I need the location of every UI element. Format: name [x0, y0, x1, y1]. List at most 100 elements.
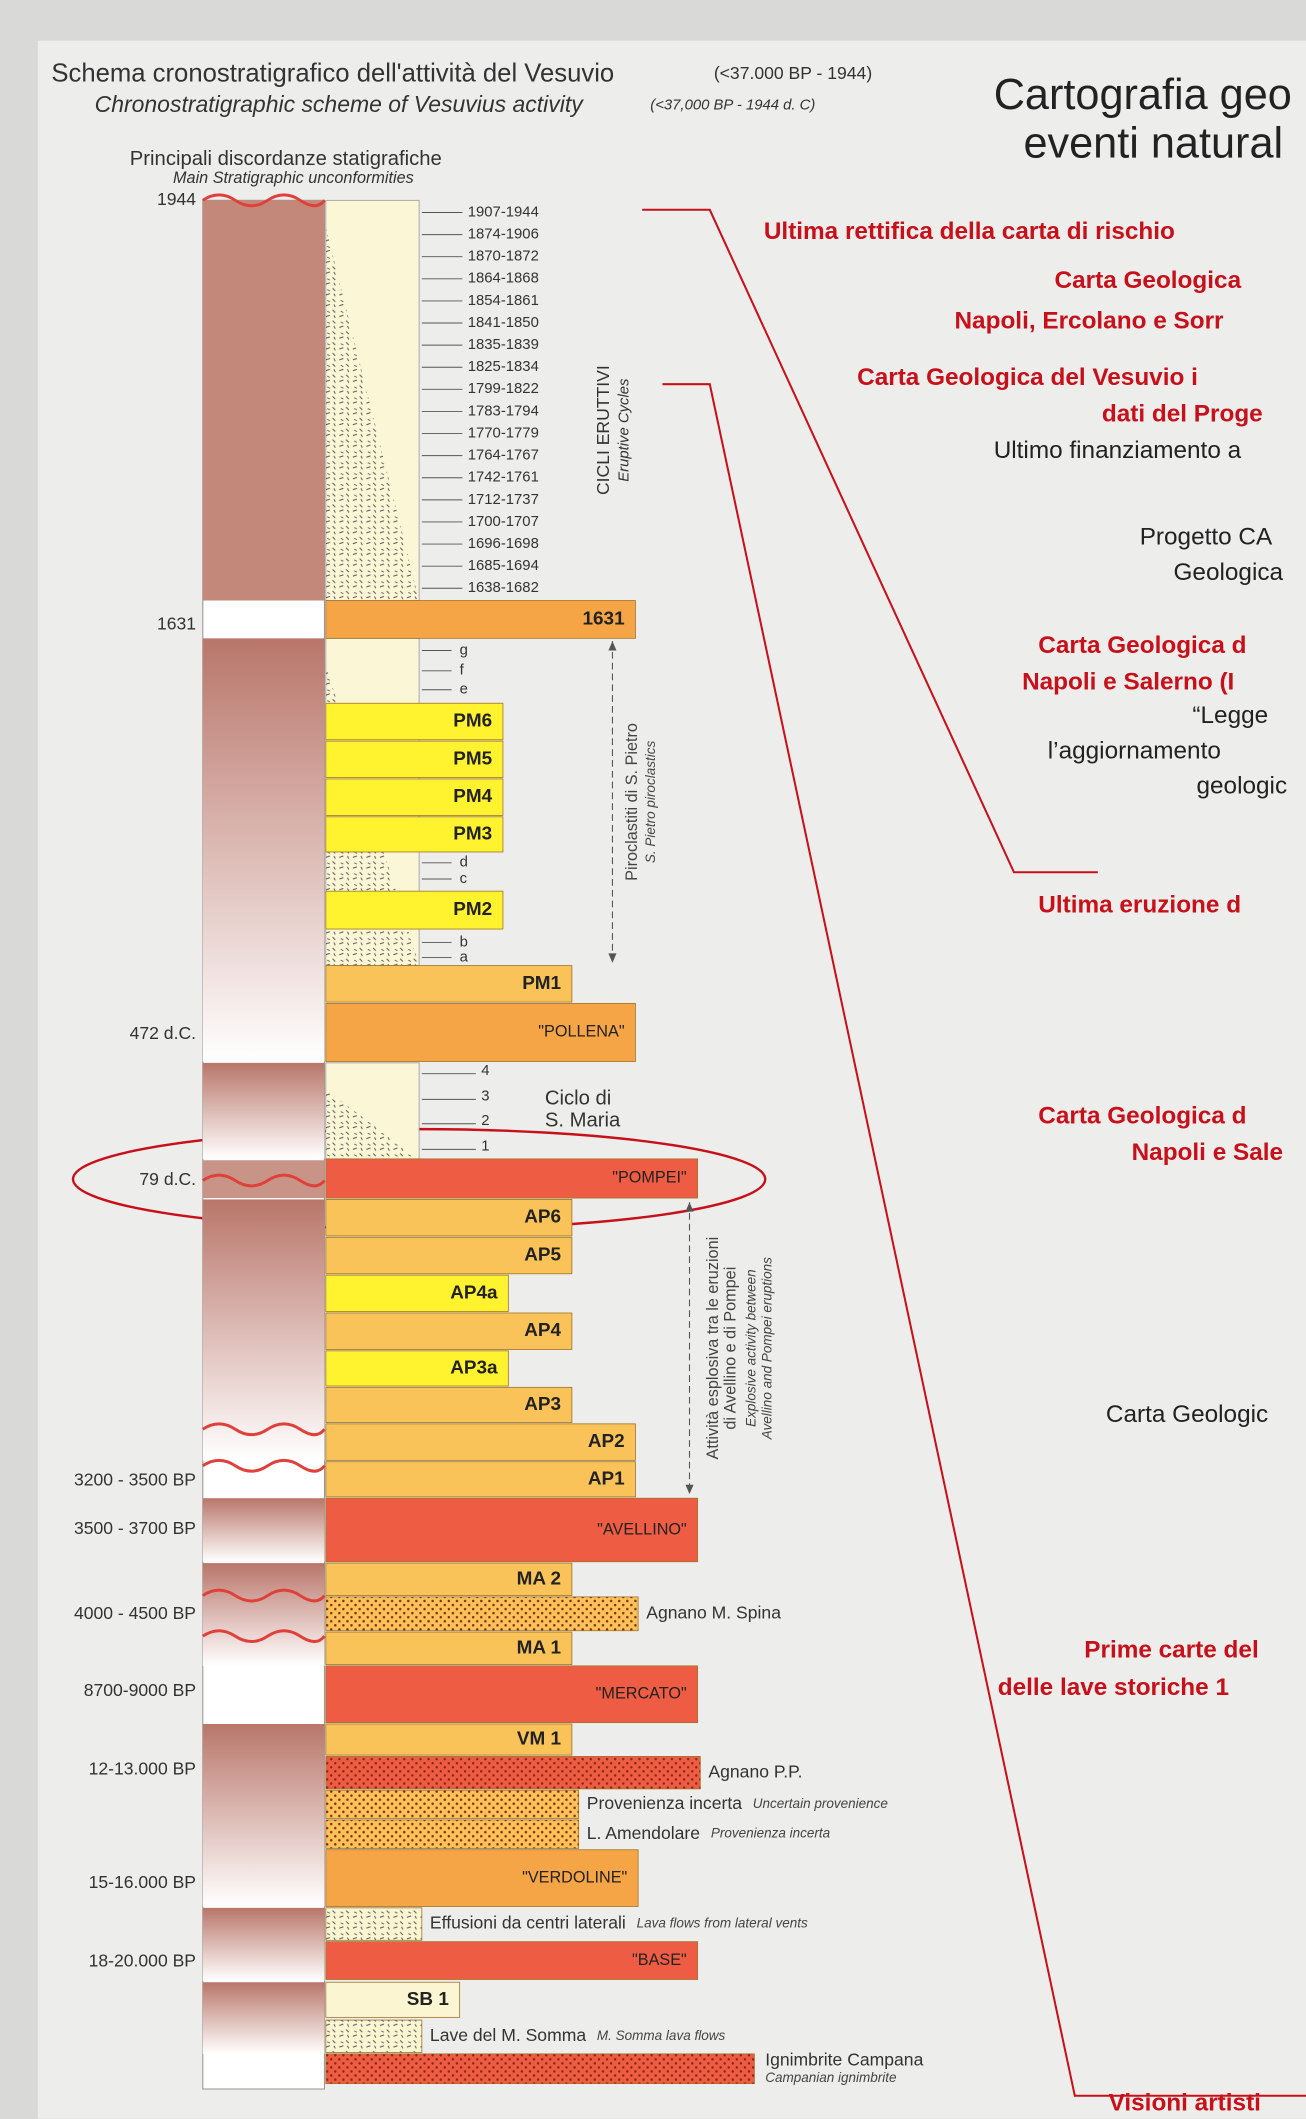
layer-name: Lave del M. Somma: [430, 2025, 586, 2045]
layer: [325, 1723, 573, 1756]
unit-label: g: [460, 642, 468, 658]
layer: [325, 1002, 636, 1062]
layer: [325, 1423, 636, 1461]
layer: [325, 600, 636, 639]
age-label: 1631: [157, 613, 196, 633]
leader-line: [662, 383, 1306, 2097]
layer: [325, 965, 573, 1003]
cycle-label: 1783-1794: [468, 403, 539, 419]
layer-label: AP5: [524, 1245, 561, 1266]
age-label: 8700-9000 BP: [84, 1680, 196, 1700]
unconformity: [201, 1588, 326, 1603]
layer-note: M. Somma lava flows: [597, 2028, 726, 2043]
layer-pattern: [325, 1907, 422, 1941]
layer-label: PM4: [453, 786, 492, 807]
column-segment: [202, 1563, 325, 1666]
red-note: Ultima eruzione d: [1038, 891, 1241, 918]
layer-pattern: [325, 2053, 755, 2084]
unit-label: b: [460, 934, 468, 950]
layer: [325, 1312, 573, 1350]
cycle-label: 1638-1682: [468, 580, 539, 596]
content: Schema cronostratigrafico dell'attività …: [51, 59, 1306, 2116]
title-range: (<37.000 BP - 1944): [714, 63, 872, 83]
layer-label: VM 1: [517, 1729, 561, 1750]
layer-label: PM1: [522, 973, 561, 994]
cycles-label: CICLI ERUTTIVI: [593, 365, 613, 495]
layer: [325, 778, 504, 816]
note: “Legge: [1192, 702, 1268, 729]
layer: [325, 1562, 573, 1596]
s-maria-title: Ciclo di: [545, 1088, 611, 1110]
unit-label: f: [460, 663, 465, 679]
cycle-label: 1874-1906: [468, 227, 539, 243]
cycle-label: 1870-1872: [468, 249, 539, 265]
layer-label: "VERDOLINE": [522, 1868, 627, 1886]
cycle-label: 1907-1944: [468, 204, 539, 220]
layer-name: Provenienza incerta: [587, 1793, 742, 1813]
layer-label: "POMPEI": [612, 1169, 687, 1187]
cycle-label: 1841-1850: [468, 315, 539, 331]
layer: [325, 1981, 461, 2018]
cycle-label: 1712-1737: [468, 492, 539, 508]
unconformities-subtitle: Main Stratigraphic unconformities: [173, 169, 414, 187]
s-maria-title: S. Maria: [545, 1109, 621, 1131]
cycle-label: 1700-1707: [468, 514, 539, 530]
layer-label: AP6: [524, 1207, 561, 1228]
unconformity: [201, 1458, 326, 1473]
cycles-label-en: Eruptive Cycles: [617, 378, 633, 482]
unconformity: [201, 193, 326, 208]
column-segment: [202, 1907, 325, 1981]
layer-note: Campanian ignimbrite: [765, 2070, 896, 2085]
layer-label: AP3: [524, 1394, 561, 1415]
note: Geologica: [1174, 559, 1284, 586]
age-label: 1944: [157, 189, 196, 209]
wedge-hatch: [325, 227, 420, 601]
cycle-label: 1854-1861: [468, 293, 539, 309]
layer-pattern: [325, 2020, 422, 2053]
column-segment: [202, 1199, 325, 1461]
column-segment: [202, 1062, 325, 1159]
layer-label: AP4a: [450, 1282, 498, 1303]
red-note: Carta Geologica del Vesuvio i: [857, 364, 1198, 391]
layer: [325, 740, 504, 779]
layer-label: "AVELLINO": [597, 1520, 687, 1538]
unit-label: 1: [481, 1139, 489, 1155]
layer: [325, 890, 504, 930]
layer-pattern: [325, 1790, 579, 1819]
unit-label: e: [460, 682, 468, 698]
layer-name: Effusioni da centri laterali: [430, 1913, 626, 1933]
note: Carta Geologic: [1106, 1401, 1268, 1428]
red-note: Carta Geologica d: [1038, 632, 1246, 659]
layer-label: AP3a: [450, 1357, 498, 1378]
layer: [325, 1849, 639, 1907]
cycle-label: 1770-1779: [468, 425, 539, 441]
layer-label: "POLLENA": [538, 1023, 625, 1041]
layer: [325, 1631, 573, 1665]
side-label: Piroclastiti di S. Pietro: [623, 723, 641, 881]
layer-pattern: [325, 1756, 701, 1789]
cycle-label: 1799-1822: [468, 381, 539, 397]
column-segment: [202, 638, 325, 1062]
layer-name: Ignimbrite Campana: [765, 2049, 923, 2069]
layer: [325, 702, 504, 741]
layer-label: MA 2: [517, 1568, 561, 1589]
layer: [325, 1274, 509, 1313]
age-label: 79 d.C.: [139, 1169, 196, 1189]
red-note: delle lave storiche 1: [998, 1674, 1229, 1701]
layer: [325, 1350, 509, 1387]
layer-label: AP4: [524, 1320, 561, 1341]
age-label: 4000 - 4500 BP: [74, 1603, 196, 1623]
red-note: Napoli, Ercolano e Sorr: [954, 307, 1224, 334]
unit-label: d: [460, 855, 468, 871]
red-note: Visioni artisti: [1109, 2089, 1261, 2116]
layer-label: PM3: [453, 823, 492, 844]
layer-label: PM6: [453, 711, 492, 732]
right-title: eventi natural: [1023, 120, 1283, 168]
note: Progetto CA: [1140, 524, 1273, 551]
layer-label: PM5: [453, 748, 492, 769]
unit-label: 4: [481, 1063, 489, 1079]
layer: [325, 1199, 573, 1237]
subtitle-range: (<37,000 BP - 1944 d. C): [650, 98, 815, 114]
side-label: Avellino and Pompei eruptions: [759, 1257, 774, 1440]
age-label: 12-13.000 BP: [89, 1759, 196, 1779]
